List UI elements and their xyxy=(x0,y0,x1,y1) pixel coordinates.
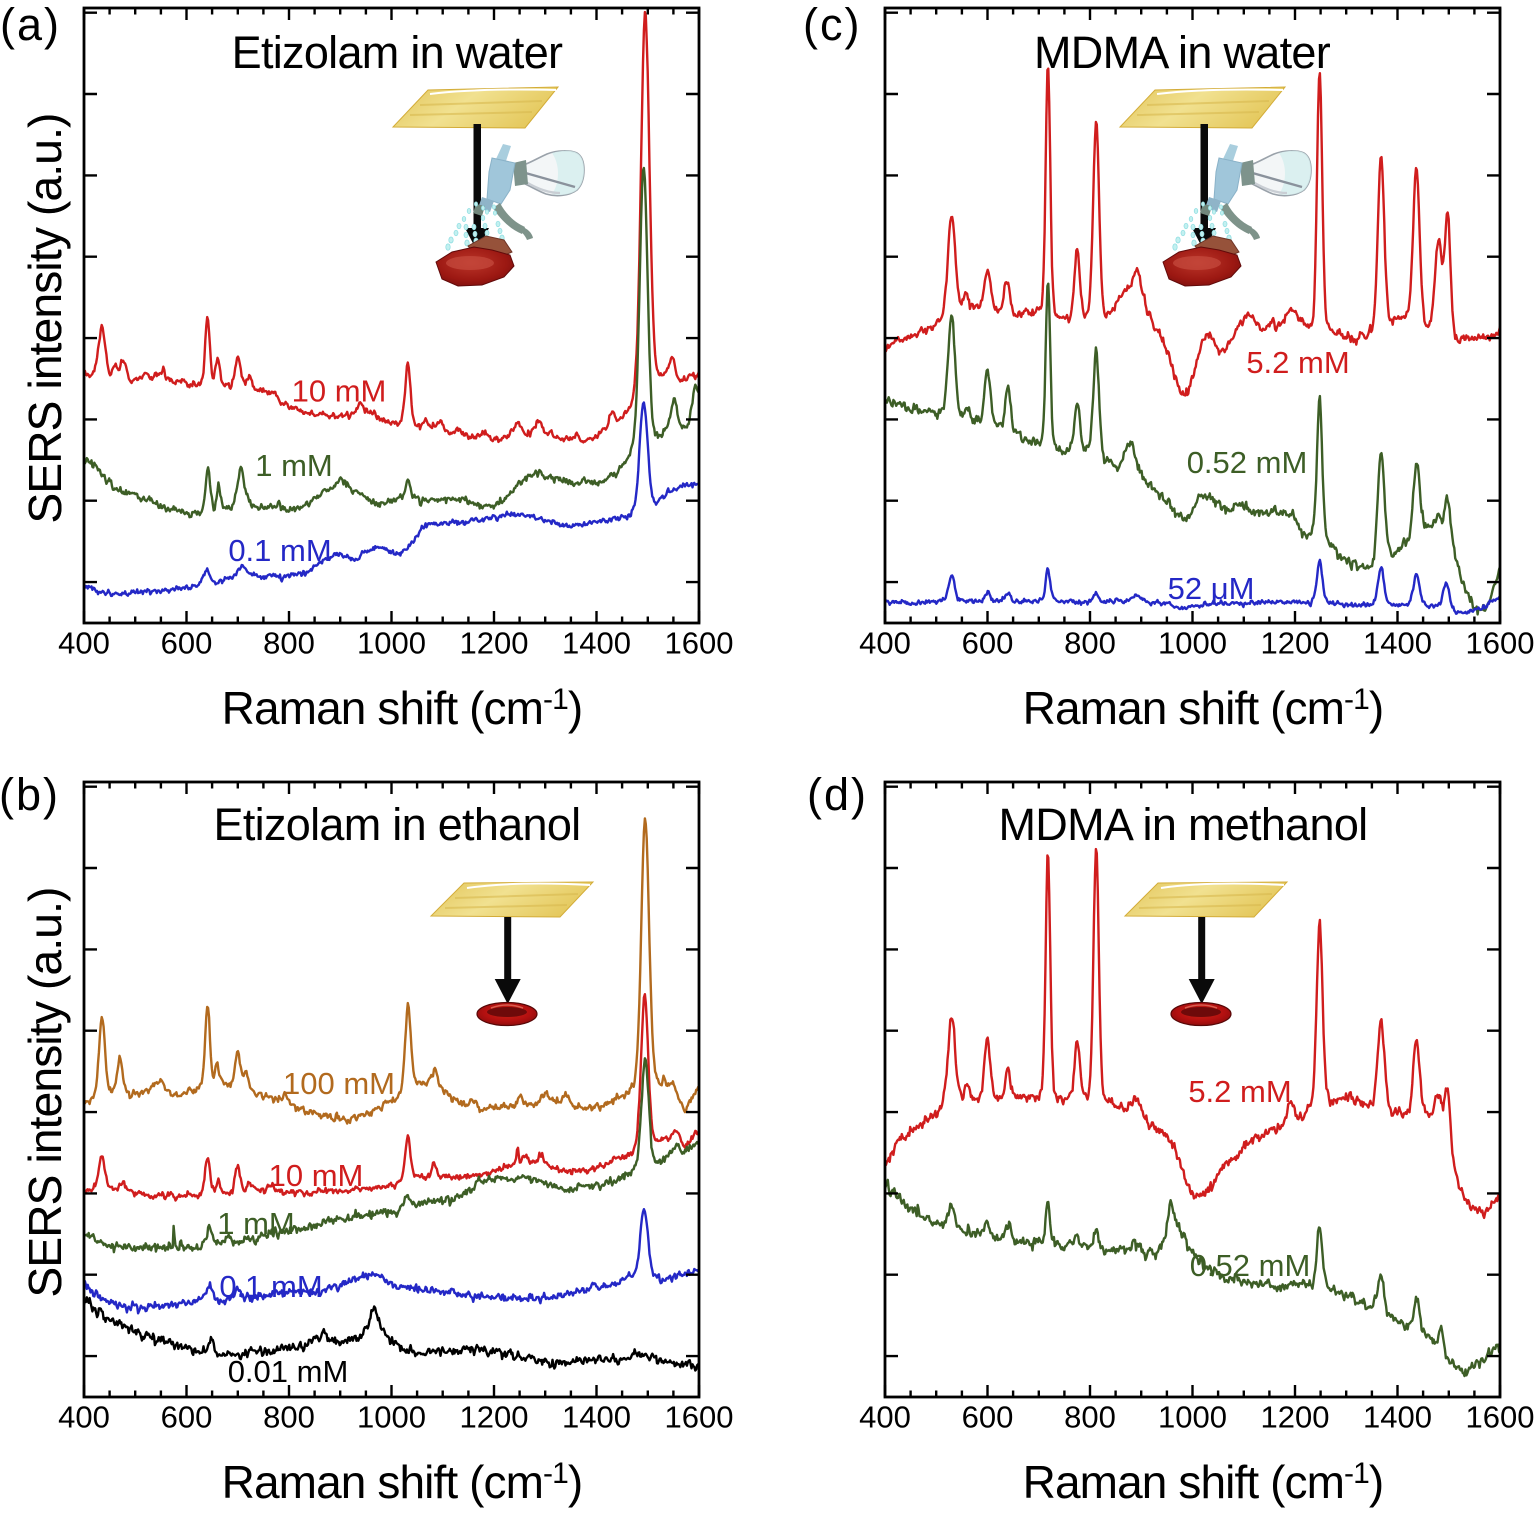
svg-text:800: 800 xyxy=(1064,626,1116,661)
svg-text:1 mM: 1 mM xyxy=(255,448,333,483)
svg-text:1000: 1000 xyxy=(1158,1400,1227,1435)
svg-text:(c): (c) xyxy=(803,0,861,50)
svg-text:600: 600 xyxy=(161,1400,213,1435)
svg-text:800: 800 xyxy=(263,1400,315,1435)
svg-text:600: 600 xyxy=(962,626,1014,661)
svg-text:1200: 1200 xyxy=(1261,1400,1330,1435)
svg-text:10 mM: 10 mM xyxy=(269,1158,364,1193)
svg-text:1600: 1600 xyxy=(665,626,734,661)
svg-text:1400: 1400 xyxy=(1363,626,1432,661)
svg-text:(a): (a) xyxy=(0,0,61,50)
svg-text:1000: 1000 xyxy=(1158,626,1227,661)
svg-text:0.01 mM: 0.01 mM xyxy=(228,1354,349,1389)
svg-text:400: 400 xyxy=(58,1400,110,1435)
svg-text:600: 600 xyxy=(962,1400,1014,1435)
svg-text:0.52 mM: 0.52 mM xyxy=(1187,445,1308,480)
svg-text:1000: 1000 xyxy=(357,1400,426,1435)
svg-text:(d): (d) xyxy=(807,769,868,820)
svg-text:SERS intensity (a.u.): SERS intensity (a.u.) xyxy=(19,113,71,523)
svg-text:1400: 1400 xyxy=(562,1400,631,1435)
svg-text:SERS intensity (a.u.): SERS intensity (a.u.) xyxy=(19,887,71,1297)
svg-text:MDMA in methanol: MDMA in methanol xyxy=(999,799,1368,850)
svg-text:MDMA in water: MDMA in water xyxy=(1034,27,1331,78)
svg-text:SERS intensity (a.u.): SERS intensity (a.u.) xyxy=(19,113,71,523)
svg-text:(b): (b) xyxy=(0,769,60,820)
svg-text:1600: 1600 xyxy=(665,1400,734,1435)
svg-text:800: 800 xyxy=(263,626,315,661)
svg-text:52 μM: 52 μM xyxy=(1168,571,1255,606)
svg-text:0.1 mM: 0.1 mM xyxy=(228,533,331,568)
svg-text:Raman shift (cm-1): Raman shift (cm-1) xyxy=(1023,1456,1384,1508)
svg-text:Raman shift (cm-1): Raman shift (cm-1) xyxy=(222,1456,583,1508)
svg-text:10 mM: 10 mM xyxy=(292,374,387,409)
svg-text:1400: 1400 xyxy=(1363,1400,1432,1435)
svg-text:800: 800 xyxy=(1064,1400,1116,1435)
svg-text:400: 400 xyxy=(859,626,911,661)
svg-text:1600: 1600 xyxy=(1466,626,1535,661)
svg-text:1 mM: 1 mM xyxy=(217,1206,295,1241)
svg-text:5.2 mM: 5.2 mM xyxy=(1188,1074,1291,1109)
svg-text:Etizolam in ethanol: Etizolam in ethanol xyxy=(214,799,581,850)
svg-text:1600: 1600 xyxy=(1466,1400,1535,1435)
svg-text:5.2 mM: 5.2 mM xyxy=(1246,345,1349,380)
svg-text:0.52 mM: 0.52 mM xyxy=(1190,1248,1311,1283)
svg-text:Raman shift (cm-1): Raman shift (cm-1) xyxy=(222,682,583,734)
svg-text:1200: 1200 xyxy=(460,1400,529,1435)
svg-text:1400: 1400 xyxy=(562,626,631,661)
svg-text:0.1 mM: 0.1 mM xyxy=(219,1269,322,1304)
svg-text:Etizolam in water: Etizolam in water xyxy=(232,27,563,78)
svg-text:600: 600 xyxy=(161,626,213,661)
svg-text:1000: 1000 xyxy=(357,626,426,661)
svg-text:Raman shift (cm-1): Raman shift (cm-1) xyxy=(1023,682,1384,734)
svg-text:400: 400 xyxy=(58,626,110,661)
svg-text:400: 400 xyxy=(859,1400,911,1435)
svg-text:1200: 1200 xyxy=(1261,626,1330,661)
svg-text:SERS intensity (a.u.): SERS intensity (a.u.) xyxy=(19,887,71,1297)
svg-text:100 mM: 100 mM xyxy=(283,1066,395,1101)
svg-text:1200: 1200 xyxy=(460,626,529,661)
